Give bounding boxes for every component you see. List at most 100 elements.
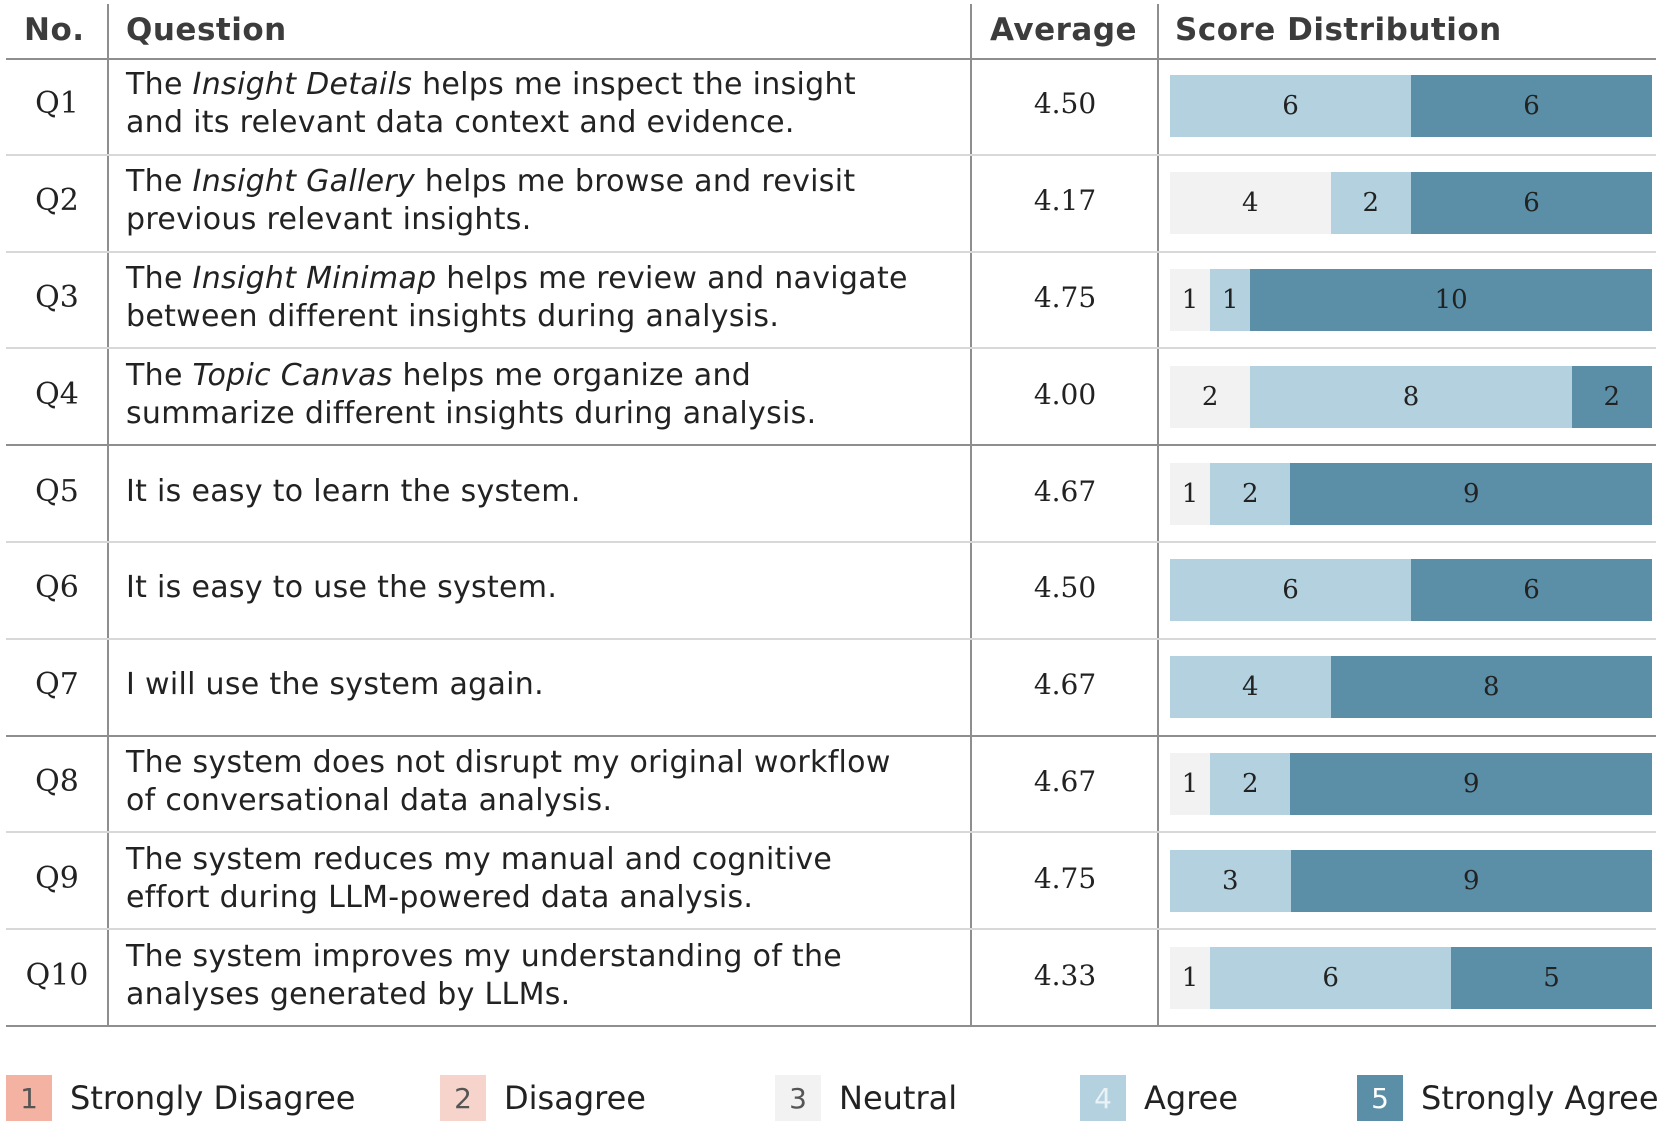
question-fragment: previous relevant insights. <box>126 202 532 238</box>
question-text: The system reduces my manual and cogniti… <box>126 841 966 917</box>
row-number: Q1 <box>35 86 79 122</box>
distribution-segment-strongly-agree: 6 <box>1410 172 1652 235</box>
row-number: Q6 <box>35 570 79 606</box>
header-average: Average <box>990 12 1138 48</box>
question-fragment: and its relevant data context and eviden… <box>126 105 795 141</box>
question-text: I will use the system again. <box>126 666 966 704</box>
question-fragment: The system improves my understanding of … <box>126 938 843 974</box>
average-score: 4.75 <box>1033 861 1097 895</box>
distribution-segment-agree: 6 <box>1170 75 1411 138</box>
distribution-segment-agree: 6 <box>1210 946 1452 1009</box>
row-number: Q4 <box>35 376 79 412</box>
distribution-segment-strongly-agree: 10 <box>1250 269 1652 331</box>
column-divider <box>1157 4 1159 1026</box>
question-text: It is easy to learn the system. <box>126 473 966 511</box>
question-fragment: analyses generated by LLMs. <box>126 976 571 1012</box>
distribution-segment-neutral: 1 <box>1170 462 1211 525</box>
distribution-segment-agree: 6 <box>1170 559 1411 622</box>
question-fragment: The <box>126 67 193 103</box>
question-fragment: summarize different insights during anal… <box>126 395 817 431</box>
average-score: 4.75 <box>1033 281 1097 314</box>
header-question: Question <box>126 12 287 48</box>
distribution-bar: 1 1 10 <box>1170 269 1652 331</box>
header-rule <box>6 58 1656 60</box>
distribution-segment-neutral: 4 <box>1170 172 1331 235</box>
row-number: Q7 <box>35 667 79 703</box>
question-fragment: between different insights during analys… <box>126 299 780 334</box>
legend-item: 1 Strongly Disagree <box>6 1075 355 1121</box>
distribution-segment-agree: 1 <box>1210 269 1251 331</box>
question-component-name: Topic Canvas <box>192 357 393 393</box>
legend-swatch: 2 <box>440 1075 486 1121</box>
average-score: 4.33 <box>1033 958 1097 992</box>
distribution-segment-strongly-agree: 9 <box>1290 462 1652 525</box>
question-fragment: The <box>126 261 193 296</box>
distribution-segment-neutral: 2 <box>1170 365 1251 428</box>
legend-swatch: 5 <box>1357 1075 1403 1121</box>
row-number: Q3 <box>35 280 79 315</box>
question-text: The system improves my understanding of … <box>126 938 966 1014</box>
row-number: Q9 <box>35 860 79 896</box>
row-number: Q2 <box>35 183 79 219</box>
header-score-distribution: Score Distribution <box>1175 12 1502 48</box>
group-rule <box>6 734 1656 737</box>
question-text: The Topic Canvas helps me organize and su… <box>126 357 966 433</box>
legend-item: 5 Strongly Agree <box>1357 1075 1659 1121</box>
average-score: 4.50 <box>1033 571 1097 605</box>
distribution-segment-strongly-agree: 6 <box>1411 559 1652 622</box>
question-component-name: Insight Details <box>192 67 413 103</box>
legend-swatch: 1 <box>6 1075 52 1121</box>
legend-item: 4 Agree <box>1080 1075 1238 1121</box>
row-rule <box>6 831 1656 834</box>
legend-swatch: 3 <box>775 1075 821 1121</box>
column-divider <box>970 4 972 1026</box>
distribution-segment-agree: 2 <box>1210 462 1291 525</box>
row-rule <box>6 153 1656 156</box>
average-score: 4.17 <box>1033 184 1097 218</box>
question-text: It is easy to use the system. <box>126 569 966 607</box>
question-fragment: The system does not disrupt my original … <box>126 745 891 780</box>
question-fragment: effort during LLM-powered data analysis. <box>126 879 754 915</box>
legend-item: 2 Disagree <box>440 1075 646 1121</box>
question-text: The Insight Details helps me inspect the… <box>126 66 966 142</box>
legend-label: Agree <box>1144 1079 1239 1117</box>
legend-label: Strongly Disagree <box>70 1079 356 1117</box>
distribution-segment-agree: 4 <box>1170 656 1331 719</box>
question-fragment: helps me review and navigate <box>436 261 908 296</box>
distribution-segment-strongly-agree: 2 <box>1571 365 1652 428</box>
question-fragment: helps me inspect the insight <box>412 67 856 103</box>
group-rule <box>6 1025 1656 1027</box>
question-fragment: The system reduces my manual and cogniti… <box>126 841 833 877</box>
distribution-segment-strongly-agree: 8 <box>1330 656 1652 719</box>
legend-item: 3 Neutral <box>775 1075 957 1121</box>
row-rule <box>6 637 1656 640</box>
distribution-segment-strongly-agree: 9 <box>1290 849 1652 912</box>
row-rule <box>6 347 1656 350</box>
question-text: The system does not disrupt my original … <box>126 744 966 820</box>
legend-label: Strongly Agree <box>1421 1079 1659 1117</box>
distribution-segment-strongly-agree: 5 <box>1451 946 1652 1009</box>
distribution-segment-agree: 3 <box>1170 849 1291 912</box>
row-rule <box>6 928 1656 931</box>
question-text: The Insight Minimap helps me review and … <box>126 260 966 336</box>
question-component-name: Insight Gallery <box>192 164 416 200</box>
row-number: Q8 <box>35 764 79 799</box>
average-score: 4.50 <box>1033 87 1097 121</box>
question-fragment: helps me organize and <box>392 357 752 393</box>
row-number: Q5 <box>35 473 79 509</box>
distribution-segment-neutral: 1 <box>1170 753 1211 815</box>
average-score: 4.67 <box>1033 668 1097 702</box>
question-fragment: It is easy to use the system. <box>126 570 558 606</box>
distribution-segment-agree: 8 <box>1250 365 1572 428</box>
distribution-segment-agree: 2 <box>1330 172 1411 235</box>
row-rule <box>6 541 1656 543</box>
question-fragment: The <box>126 357 193 393</box>
